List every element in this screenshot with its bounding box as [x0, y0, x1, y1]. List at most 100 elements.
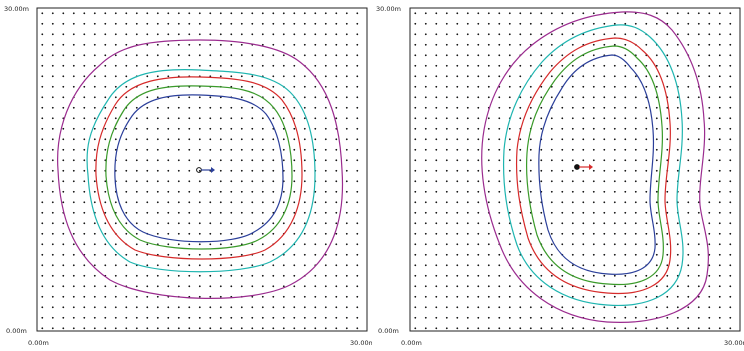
grid-point: [188, 96, 191, 99]
grid-point: [146, 43, 149, 46]
grid-point: [655, 12, 658, 15]
grid-point: [424, 148, 427, 151]
grid-point: [209, 117, 212, 120]
grid-point: [529, 169, 532, 172]
grid-point: [414, 274, 417, 277]
grid-point: [655, 222, 658, 225]
grid-point: [729, 43, 732, 46]
grid-point: [198, 232, 201, 235]
grid-point: [613, 138, 616, 141]
grid-point: [345, 253, 348, 256]
grid-point: [83, 64, 86, 67]
grid-point: [424, 253, 427, 256]
grid-point: [676, 117, 679, 120]
grid-point: [251, 54, 254, 57]
grid-point: [230, 169, 233, 172]
grid-point: [466, 201, 469, 204]
grid-point: [592, 106, 595, 109]
grid-point: [540, 75, 543, 78]
grid-point: [613, 22, 616, 25]
grid-point: [697, 211, 700, 214]
grid-point: [219, 33, 222, 36]
grid-point: [335, 138, 338, 141]
grid-point: [83, 96, 86, 99]
grid-point: [718, 127, 721, 130]
grid-point: [676, 243, 679, 246]
grid-point: [687, 43, 690, 46]
grid-point: [261, 180, 264, 183]
grid-point: [51, 127, 54, 130]
grid-point: [477, 243, 480, 246]
grid-point: [645, 169, 648, 172]
grid-point: [676, 106, 679, 109]
grid-point: [335, 117, 338, 120]
grid-point: [477, 169, 480, 172]
grid-point: [592, 243, 595, 246]
grid-point: [345, 180, 348, 183]
grid-point: [230, 64, 233, 67]
grid-point: [209, 43, 212, 46]
grid-point: [293, 159, 296, 162]
grid-point: [335, 285, 338, 288]
grid-point: [114, 253, 117, 256]
grid-point: [51, 12, 54, 15]
grid-point: [487, 138, 490, 141]
grid-point: [41, 117, 44, 120]
grid-point: [582, 232, 585, 235]
grid-point: [414, 33, 417, 36]
grid-point: [62, 127, 65, 130]
grid-point: [41, 85, 44, 88]
grid-point: [188, 117, 191, 120]
grid-point: [114, 96, 117, 99]
grid-point: [261, 274, 264, 277]
grid-point: [466, 127, 469, 130]
grid-point: [655, 285, 658, 288]
grid-point: [624, 316, 627, 319]
grid-point: [251, 117, 254, 120]
grid-point: [293, 117, 296, 120]
grid-point: [676, 159, 679, 162]
grid-point: [282, 12, 285, 15]
grid-point: [466, 22, 469, 25]
grid-point: [324, 222, 327, 225]
grid-point: [240, 148, 243, 151]
grid-point: [209, 75, 212, 78]
grid-point: [445, 148, 448, 151]
grid-point: [272, 22, 275, 25]
grid-point: [624, 232, 627, 235]
grid-point: [146, 127, 149, 130]
grid-point: [529, 274, 532, 277]
grid-point: [498, 316, 501, 319]
grid-point: [83, 243, 86, 246]
grid-point: [293, 316, 296, 319]
grid-point: [540, 306, 543, 309]
grid-point: [230, 316, 233, 319]
grid-point: [345, 211, 348, 214]
grid-point: [83, 54, 86, 57]
grid-point: [324, 190, 327, 193]
grid-point: [345, 64, 348, 67]
grid-point: [718, 211, 721, 214]
grid-point: [240, 96, 243, 99]
grid-point: [435, 106, 438, 109]
grid-point: [498, 232, 501, 235]
grid-point: [156, 306, 159, 309]
grid-point: [93, 253, 96, 256]
grid-point: [324, 43, 327, 46]
grid-point: [303, 75, 306, 78]
grid-point: [293, 211, 296, 214]
grid-point: [345, 201, 348, 204]
grid-point: [592, 253, 595, 256]
grid-point: [282, 75, 285, 78]
grid-point: [445, 306, 448, 309]
grid-point: [272, 64, 275, 67]
grid-point: [466, 243, 469, 246]
grid-point: [114, 12, 117, 15]
grid-point: [104, 96, 107, 99]
grid-point: [592, 222, 595, 225]
grid-point: [146, 106, 149, 109]
grid-point: [51, 211, 54, 214]
grid-point: [498, 190, 501, 193]
grid-point: [83, 22, 86, 25]
grid-point: [676, 43, 679, 46]
